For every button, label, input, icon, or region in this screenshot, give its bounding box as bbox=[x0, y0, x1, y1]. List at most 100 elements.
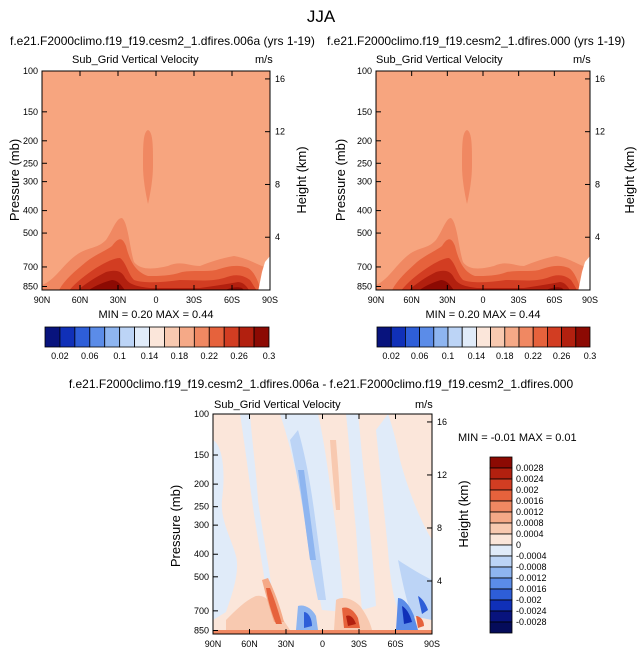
colorbar-label: 0.26 bbox=[553, 351, 571, 361]
y-tick-label: 100 bbox=[357, 66, 372, 76]
y2-tick-label: 16 bbox=[437, 417, 447, 427]
colorbar-label: -0.0008 bbox=[516, 562, 547, 572]
page-title: JJA bbox=[307, 7, 336, 26]
x-tick-label: 60S bbox=[224, 295, 240, 305]
colorbar-swatch bbox=[489, 544, 513, 557]
x-tick-label: 30S bbox=[186, 295, 202, 305]
panel-left-title: f.e21.F2000climo.f19_f19.cesm2_1.dfires.… bbox=[10, 34, 315, 48]
panel-right: f.e21.F2000climo.f19_f19.cesm2_1.dfires.… bbox=[327, 34, 637, 321]
positive-region bbox=[266, 588, 282, 624]
colorbar-swatch bbox=[490, 326, 506, 348]
colorbar-label: 0.14 bbox=[141, 351, 159, 361]
contour-level-5 bbox=[419, 280, 564, 290]
panel-right-ylabel: Pressure (mb) bbox=[333, 139, 348, 221]
y-tick-label: 100 bbox=[194, 409, 209, 419]
colorbar-label: 0.18 bbox=[171, 351, 189, 361]
x-tick-label: 90N bbox=[368, 295, 385, 305]
panel-right-stats: MIN = 0.20 MAX = 0.44 bbox=[426, 309, 541, 321]
colorbar-label: 0.002 bbox=[516, 485, 539, 495]
colorbar-swatch bbox=[74, 326, 91, 348]
y-tick-label: 500 bbox=[357, 228, 372, 238]
positive-region bbox=[346, 615, 356, 626]
panel-left-y2label: Height (km) bbox=[294, 146, 309, 213]
x-tick-label: 90N bbox=[205, 639, 222, 649]
panel-difference-ylabel: Pressure (mb) bbox=[168, 485, 183, 567]
panel-right-subtitle: Sub_Grid Vertical Velocity bbox=[376, 54, 503, 66]
colorbar-swatch bbox=[44, 326, 61, 348]
y-tick-label: 300 bbox=[357, 177, 372, 187]
panel-right-y2label: Height (km) bbox=[622, 146, 637, 213]
x-tick-label: 30S bbox=[351, 639, 367, 649]
y-tick-label: 850 bbox=[23, 282, 38, 292]
colorbar-swatch bbox=[193, 326, 210, 348]
colorbar-swatch bbox=[489, 577, 513, 590]
y2-tick-label: 4 bbox=[275, 232, 280, 242]
colorbar-swatch bbox=[475, 326, 491, 348]
colorbar-label: 0.0016 bbox=[516, 496, 544, 506]
colorbar-swatch bbox=[489, 489, 513, 502]
colorbar-swatch bbox=[489, 511, 513, 524]
panel-right-title: f.e21.F2000climo.f19_f19.cesm2_1.dfires.… bbox=[327, 34, 625, 48]
panel-difference: f.e21.F2000climo.f19_f19.cesm2_1.dfires.… bbox=[69, 377, 577, 635]
panel-difference-field bbox=[213, 414, 432, 634]
panel-2-colorbar: 0.00280.00240.0020.00160.00120.00080.000… bbox=[489, 456, 547, 634]
colorbar-label: 0.26 bbox=[230, 351, 248, 361]
y-tick-label: 200 bbox=[194, 479, 209, 489]
colorbar-swatch bbox=[164, 326, 180, 348]
y-tick-label: 500 bbox=[194, 572, 209, 582]
colorbar-swatch bbox=[433, 326, 449, 348]
colorbar-swatch bbox=[149, 326, 165, 348]
colorbar-label: 0.18 bbox=[496, 351, 514, 361]
colorbar-swatch bbox=[489, 478, 513, 491]
colorbar-swatch bbox=[489, 467, 513, 480]
y2-tick-label: 8 bbox=[275, 179, 280, 189]
panel-left: f.e21.F2000climo.f19_f19.cesm2_1.dfires.… bbox=[7, 34, 315, 321]
colorbar-label: 0.06 bbox=[411, 351, 429, 361]
colorbar-swatch bbox=[489, 599, 513, 612]
y-tick-label: 700 bbox=[23, 262, 38, 272]
colorbar-swatch bbox=[390, 326, 406, 348]
x-tick-label: 30S bbox=[511, 295, 527, 305]
y-tick-label: 500 bbox=[23, 228, 38, 238]
colorbar-label: -0.0016 bbox=[516, 584, 547, 594]
negative-region bbox=[402, 606, 412, 624]
y-tick-label: 400 bbox=[194, 549, 209, 559]
colorbar-swatch bbox=[178, 326, 195, 348]
missing-data-mask bbox=[258, 256, 270, 290]
colorbar-swatch bbox=[489, 533, 513, 546]
y2-tick-label: 12 bbox=[437, 470, 447, 480]
y-tick-label: 250 bbox=[23, 158, 38, 168]
colorbar-label: 0.0024 bbox=[516, 474, 544, 484]
colorbar-swatch bbox=[489, 566, 513, 579]
y-tick-label: 400 bbox=[23, 206, 38, 216]
panel-difference-units: m/s bbox=[415, 399, 433, 411]
y-tick-label: 200 bbox=[357, 136, 372, 146]
colorbar-swatch bbox=[376, 326, 392, 348]
x-tick-label: 30N bbox=[439, 295, 456, 305]
colorbar-swatch bbox=[489, 522, 513, 535]
upper-tropics-plume bbox=[143, 130, 153, 204]
positive-region bbox=[416, 616, 424, 628]
panel-left-stats: MIN = 0.20 MAX = 0.44 bbox=[99, 309, 214, 321]
colorbar-swatch bbox=[489, 456, 513, 469]
colorbar-swatch bbox=[447, 326, 463, 348]
x-tick-label: 60N bbox=[241, 639, 258, 649]
x-tick-label: 60S bbox=[546, 295, 562, 305]
negative-region bbox=[304, 612, 312, 628]
colorbar-label: 0.0028 bbox=[516, 463, 544, 473]
colorbar-swatch bbox=[561, 326, 577, 348]
colorbar-label: -0.0028 bbox=[516, 617, 547, 627]
y-tick-label: 150 bbox=[194, 450, 209, 460]
colorbar-swatch bbox=[532, 326, 548, 348]
x-tick-label: 0 bbox=[153, 295, 158, 305]
panel-difference-stats: MIN = -0.01 MAX = 0.01 bbox=[458, 432, 577, 444]
colorbar-label: 0.1 bbox=[113, 351, 126, 361]
colorbar-swatch bbox=[489, 621, 513, 634]
colorbar-label: 0.0008 bbox=[516, 518, 544, 528]
x-tick-label: 60N bbox=[72, 295, 89, 305]
positive-region bbox=[330, 440, 340, 510]
positive-region bbox=[226, 595, 290, 634]
negative-region bbox=[376, 414, 432, 610]
x-tick-label: 90S bbox=[262, 295, 278, 305]
y2-tick-label: 12 bbox=[595, 127, 605, 137]
